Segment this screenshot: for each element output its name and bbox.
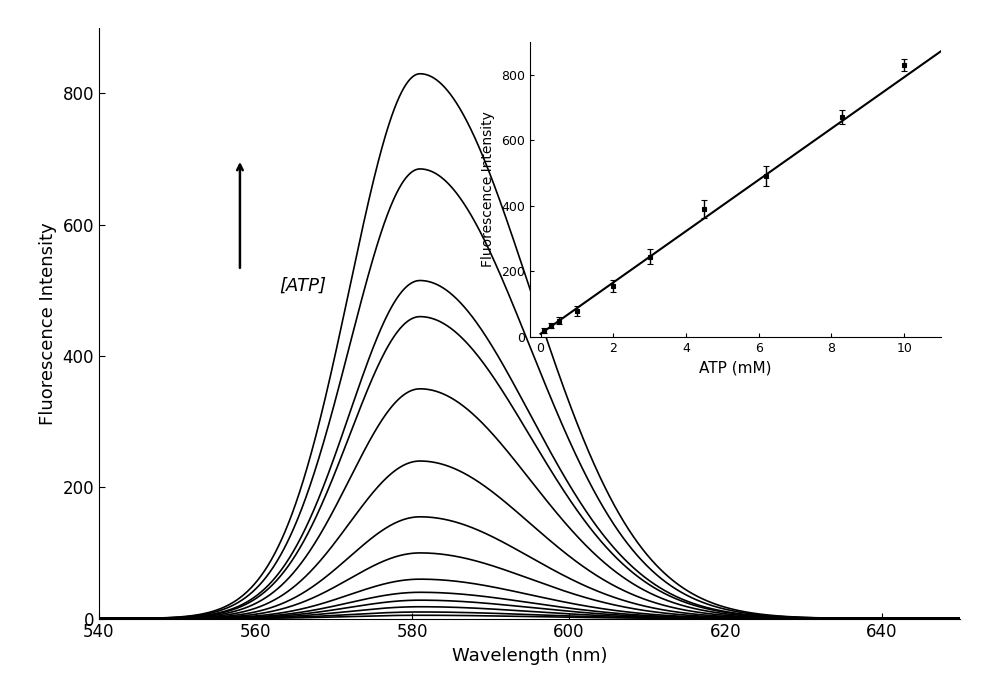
Y-axis label: Fluorescence Intensity: Fluorescence Intensity: [481, 111, 495, 268]
X-axis label: ATP (mM): ATP (mM): [699, 361, 771, 375]
Y-axis label: Fluorescence Intensity: Fluorescence Intensity: [39, 222, 57, 425]
Text: [ATP]: [ATP]: [279, 277, 326, 295]
X-axis label: Wavelength (nm): Wavelength (nm): [451, 647, 608, 665]
